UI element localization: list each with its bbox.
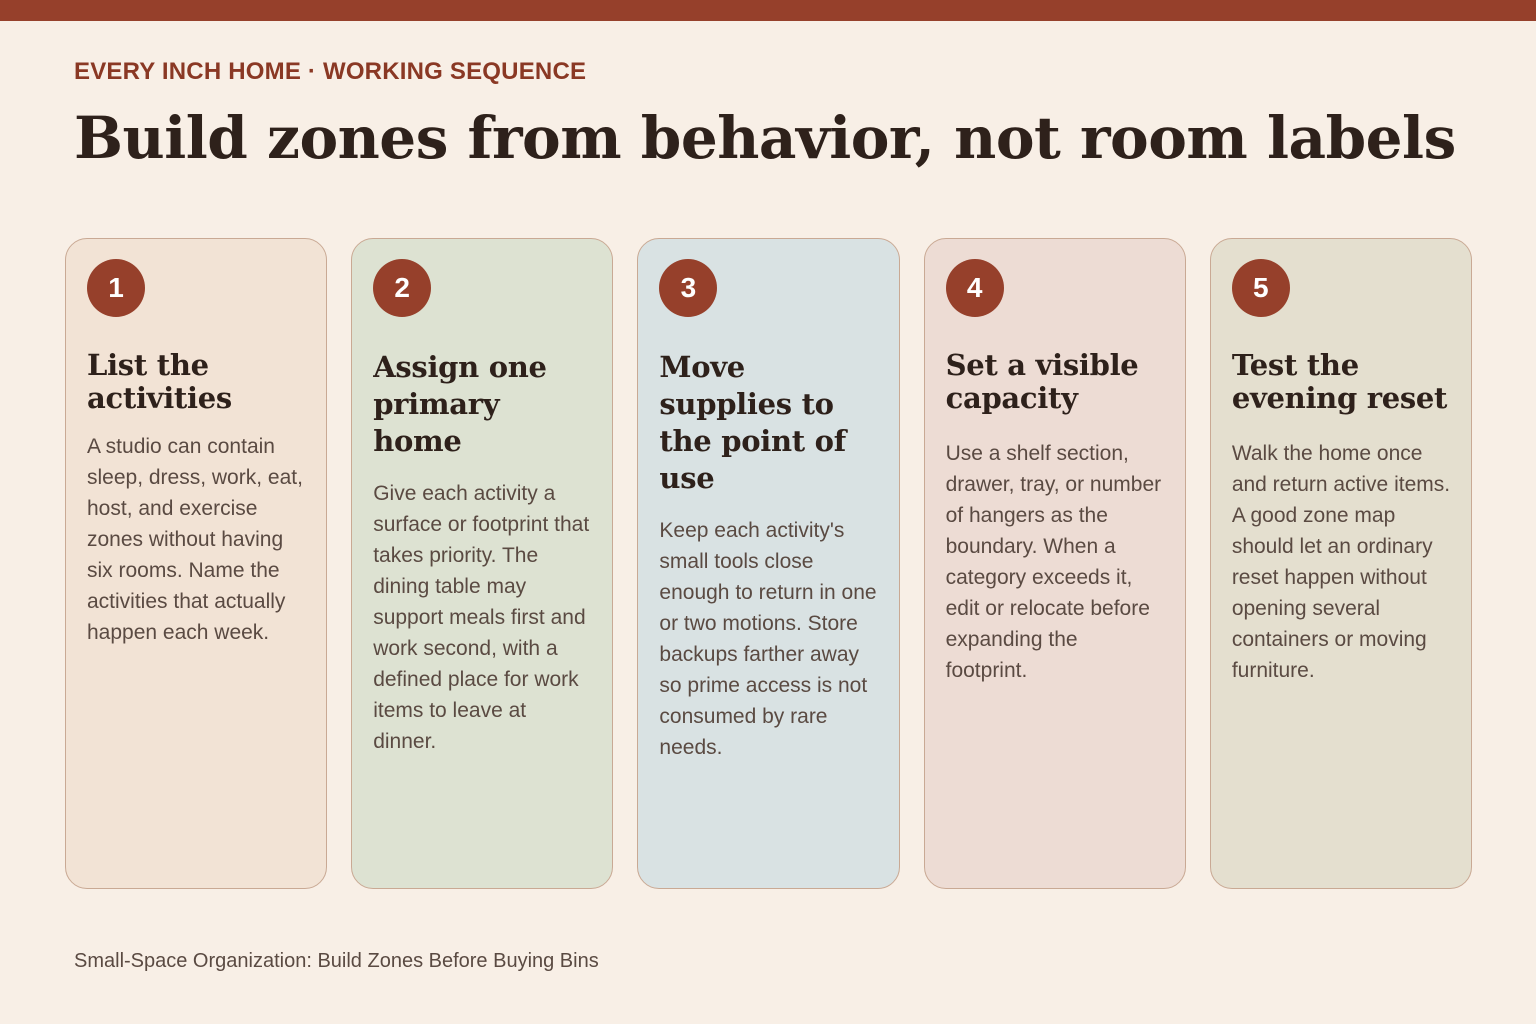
step-number-badge: 3 bbox=[659, 259, 718, 317]
step-card-1: 1 List the activities A studio can conta… bbox=[65, 238, 328, 889]
step-description: Walk the home once and return active ite… bbox=[1231, 442, 1451, 682]
page-title: Build zones from behavior, not room labe… bbox=[74, 104, 1456, 172]
step-title: Assign one primary home bbox=[373, 350, 547, 458]
step-card-2: 2 Assign one primary home Give each acti… bbox=[351, 238, 614, 889]
step-title: Set a visible capacity bbox=[945, 348, 1139, 415]
step-title: Move supplies to the point of use bbox=[659, 350, 846, 495]
step-cards: 1 List the activities A studio can conta… bbox=[65, 238, 1473, 889]
step-number-badge: 5 bbox=[1231, 259, 1290, 317]
eyebrow-label: EVERY INCH HOME · WORKING SEQUENCE bbox=[74, 58, 587, 85]
step-number-badge: 1 bbox=[87, 259, 145, 317]
step-description: Keep each activity's small tools close e… bbox=[659, 519, 877, 759]
step-title: Test the evening reset bbox=[1231, 348, 1448, 415]
step-title: List the activities bbox=[87, 348, 232, 415]
step-number-badge: 4 bbox=[945, 259, 1004, 317]
step-card-4: 4 Set a visible capacity Use a shelf sec… bbox=[923, 238, 1186, 889]
step-number-badge: 2 bbox=[373, 259, 432, 317]
step-description: A studio can contain sleep, dress, work,… bbox=[87, 435, 303, 644]
footer-caption: Small-Space Organization: Build Zones Be… bbox=[74, 950, 599, 972]
step-card-5: 5 Test the evening reset Walk the home o… bbox=[1209, 238, 1473, 889]
step-card-3: 3 Move supplies to the point of use Keep… bbox=[637, 238, 900, 889]
top-accent-bar bbox=[0, 0, 1536, 21]
step-description: Give each activity a surface or footprin… bbox=[373, 482, 590, 753]
step-description: Use a shelf section, drawer, tray, or nu… bbox=[945, 442, 1162, 682]
